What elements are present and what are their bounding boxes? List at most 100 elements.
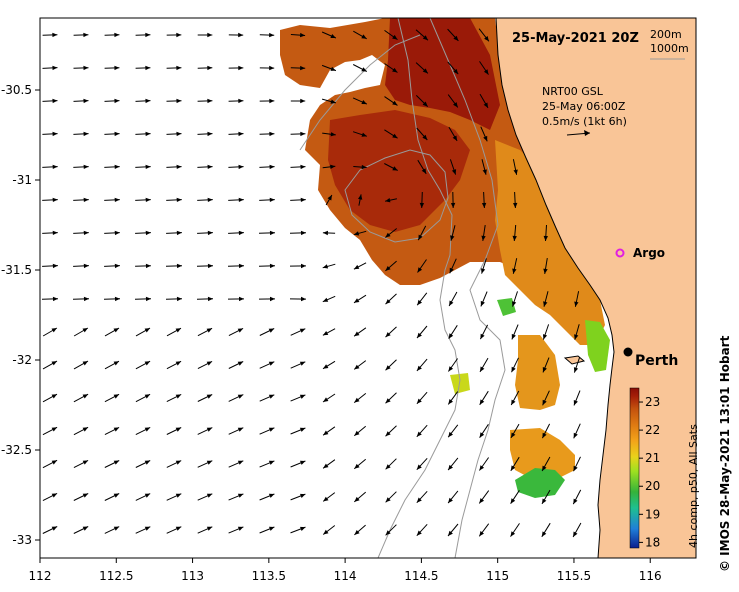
current-arrow-head xyxy=(451,169,457,175)
current-arrow-head xyxy=(176,263,182,269)
current-arrow-head xyxy=(573,400,578,406)
sst-coastal-band xyxy=(495,140,605,345)
current-arrow-head xyxy=(52,197,58,202)
current-arrow-head xyxy=(83,98,89,104)
current-arrow-head xyxy=(480,300,485,307)
plot-frame xyxy=(39,17,697,559)
current-arrow-head xyxy=(301,296,306,302)
current-arrow-head xyxy=(268,328,275,333)
current-arrow-head xyxy=(574,301,579,307)
current-arrow-head xyxy=(82,361,88,366)
current-arrow-head xyxy=(145,296,151,302)
current-arrow-head xyxy=(175,427,182,432)
current-arrow-head xyxy=(450,202,456,208)
colorbar-tick-label: 23 xyxy=(645,395,660,409)
current-arrow-head xyxy=(207,98,213,104)
current-arrow-head xyxy=(175,361,182,366)
current-arrow-head xyxy=(483,102,488,108)
contour-legend-200m: 200m xyxy=(650,28,682,41)
current-arrow-head xyxy=(300,197,306,202)
current-arrow-head xyxy=(238,65,244,71)
current-arrow-head xyxy=(385,332,391,338)
current-arrow-head xyxy=(269,230,275,236)
current-arrow-head xyxy=(114,131,120,137)
current-arrow-head xyxy=(237,361,244,366)
current-arrow-head xyxy=(512,235,517,241)
current-arrow-head xyxy=(330,99,336,104)
current-arrow-head xyxy=(176,230,182,236)
current-arrow-head xyxy=(353,264,360,270)
current-arrow-head xyxy=(392,67,398,73)
sst-warm-core xyxy=(385,18,500,130)
current-arrow-head xyxy=(52,131,58,137)
current-arrow-head xyxy=(206,493,213,498)
land-area xyxy=(495,17,697,559)
current-arrow-head xyxy=(145,197,151,202)
current-arrow-head xyxy=(448,431,453,438)
current-arrow-head xyxy=(52,65,58,71)
current-arrow-head xyxy=(51,361,57,366)
current-arrow-head xyxy=(323,529,329,535)
argo-marker: Argo xyxy=(615,246,665,260)
current-arrow-head xyxy=(330,34,336,38)
current-arrow-head xyxy=(175,394,182,399)
current-arrow-head xyxy=(385,464,391,470)
y-axis: -30.5 -31 -31.5 -32 -32.5 -33 xyxy=(1,83,40,547)
current-arrow-head xyxy=(176,164,182,169)
current-arrow-head xyxy=(416,530,422,536)
current-arrow-head xyxy=(145,263,151,269)
current-arrow-head xyxy=(207,131,213,137)
current-arrow-head xyxy=(417,267,423,273)
current-arrow-head xyxy=(175,460,182,465)
current-arrow-head xyxy=(51,460,58,465)
colorbar-tick-label: 21 xyxy=(645,451,660,465)
current-arrow-head xyxy=(51,328,57,333)
current-arrow-head xyxy=(330,164,336,169)
current-arrow-head xyxy=(238,197,244,202)
current-arrow-head xyxy=(385,365,391,371)
current-arrow-head xyxy=(270,296,275,302)
sst-green-1 xyxy=(585,320,610,372)
current-arrow-head xyxy=(479,531,484,537)
current-arrow-head xyxy=(573,367,579,373)
y-tick-label: -30.5 xyxy=(1,83,32,97)
current-arrow-head xyxy=(207,296,213,302)
current-arrow-head xyxy=(82,427,89,432)
current-arrow-head xyxy=(481,268,486,274)
current-arrow-head xyxy=(268,394,275,399)
current-time: 25-May 06:00Z xyxy=(542,100,626,113)
current-arrow-head xyxy=(83,164,89,169)
current-arrow-head xyxy=(353,231,360,236)
x-tick-label: 114 xyxy=(334,569,357,583)
current-arrow-head xyxy=(422,101,428,107)
current-arrow-head xyxy=(206,526,213,531)
current-arrow-head xyxy=(542,367,547,373)
current-arrow-head xyxy=(354,463,360,469)
current-arrow-head xyxy=(51,427,58,432)
date-label: 25-May-2021 20Z xyxy=(512,31,639,46)
current-arrow-head xyxy=(113,460,120,465)
current-arrow-head xyxy=(207,164,213,169)
current-arrow-head xyxy=(322,264,329,269)
current-arrow-head xyxy=(52,230,58,235)
current-arrow-head xyxy=(206,328,213,333)
colorbar-tick-label: 19 xyxy=(645,507,660,521)
current-arrow-head xyxy=(510,498,516,504)
current-arrow-head xyxy=(52,164,58,169)
current-arrow-head xyxy=(481,235,486,241)
current-arrow-head xyxy=(354,496,360,502)
colorbar-title: 4h comp, p50, All Sats xyxy=(687,424,700,548)
current-arrow-head xyxy=(82,526,89,531)
current-arrow-head xyxy=(113,493,120,498)
current-arrow-head xyxy=(82,493,89,498)
current-arrow-head xyxy=(385,497,391,503)
current-arrow-head xyxy=(144,328,150,333)
current-arrow-head xyxy=(542,432,547,439)
current-arrow-head xyxy=(385,232,391,238)
current-arrow-head xyxy=(237,493,244,498)
sst-green-3 xyxy=(497,298,516,316)
credit-text: © IMOS 28-May-2021 13:01 Hobart xyxy=(718,335,732,572)
current-arrow-head xyxy=(83,296,89,302)
current-arrow-head xyxy=(145,32,151,38)
current-arrow-head xyxy=(207,197,213,202)
